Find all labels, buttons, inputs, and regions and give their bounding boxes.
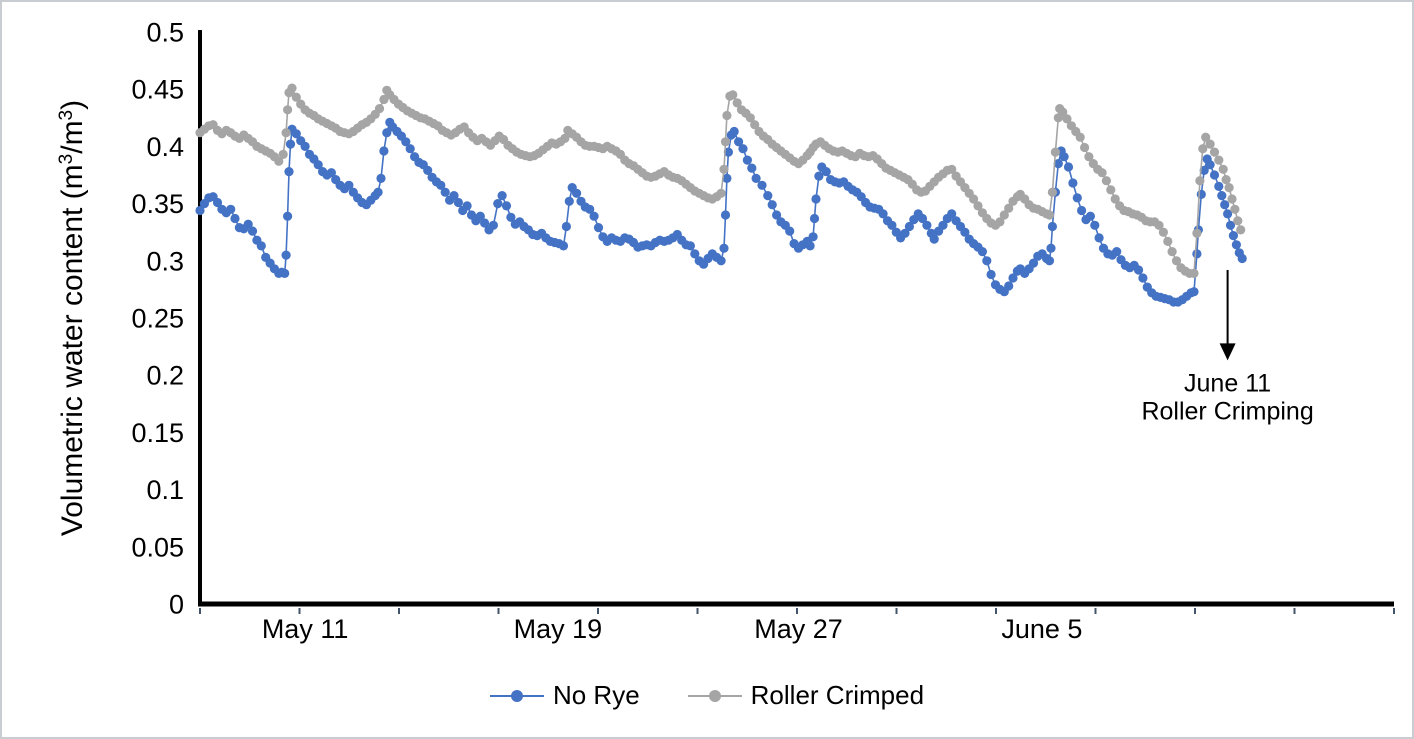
y-tick-label: 0.25: [131, 304, 184, 334]
x-tick-label: June 5: [1001, 614, 1082, 644]
x-tick-label: May 27: [754, 614, 843, 644]
legend-item-roller-crimped: Roller Crimped: [687, 680, 925, 711]
legend-label-no-rye: No Rye: [552, 680, 640, 710]
x-tick-label: May 19: [514, 614, 603, 644]
x-axis-tick-labels: May 11 May 19 May 27 June 5: [262, 614, 1083, 644]
x-axis-ticks: [199, 608, 1395, 614]
legend-item-no-rye: No Rye: [489, 680, 640, 711]
roller-crimping-annotation: June 11 Roller Crimping: [1141, 269, 1314, 425]
data-series-group: [195, 83, 1247, 307]
y-axis-tick-labels: 0 0.05 0.1 0.15 0.2 0.25 0.3 0.35 0.4 0.45 0.5: [131, 18, 184, 620]
annotation-arrow-head-icon: [1219, 343, 1236, 361]
series-roller-crimped: [195, 83, 1246, 278]
no-rye-marker-icon: [489, 689, 544, 702]
y-tick-label: 0.15: [131, 418, 184, 448]
y-tick-label: 0.3: [146, 246, 184, 276]
legend: No Rye Roller Crimped: [2, 680, 1412, 711]
annotation-event-text: Roller Crimping: [1141, 397, 1313, 425]
y-axis-title: Volumetric water content (m3/m3): [56, 100, 89, 536]
y-tick-label: 0.35: [131, 189, 184, 219]
y-tick-label: 0.45: [131, 75, 184, 105]
y-tick-label: 0: [169, 590, 184, 620]
series-no-rye: [195, 117, 1247, 307]
annotation-date-text: June 11: [1184, 369, 1271, 397]
y-tick-label: 0.4: [146, 132, 184, 162]
y-tick-label: 0.2: [146, 361, 184, 391]
y-tick-label: 0.1: [146, 475, 184, 505]
roller-crimped-marker-icon: [687, 689, 742, 702]
y-tick-label: 0.05: [131, 532, 184, 562]
x-tick-label: May 11: [262, 614, 349, 644]
legend-label-roller-crimped: Roller Crimped: [750, 680, 925, 710]
y-tick-label: 0.5: [146, 18, 184, 48]
